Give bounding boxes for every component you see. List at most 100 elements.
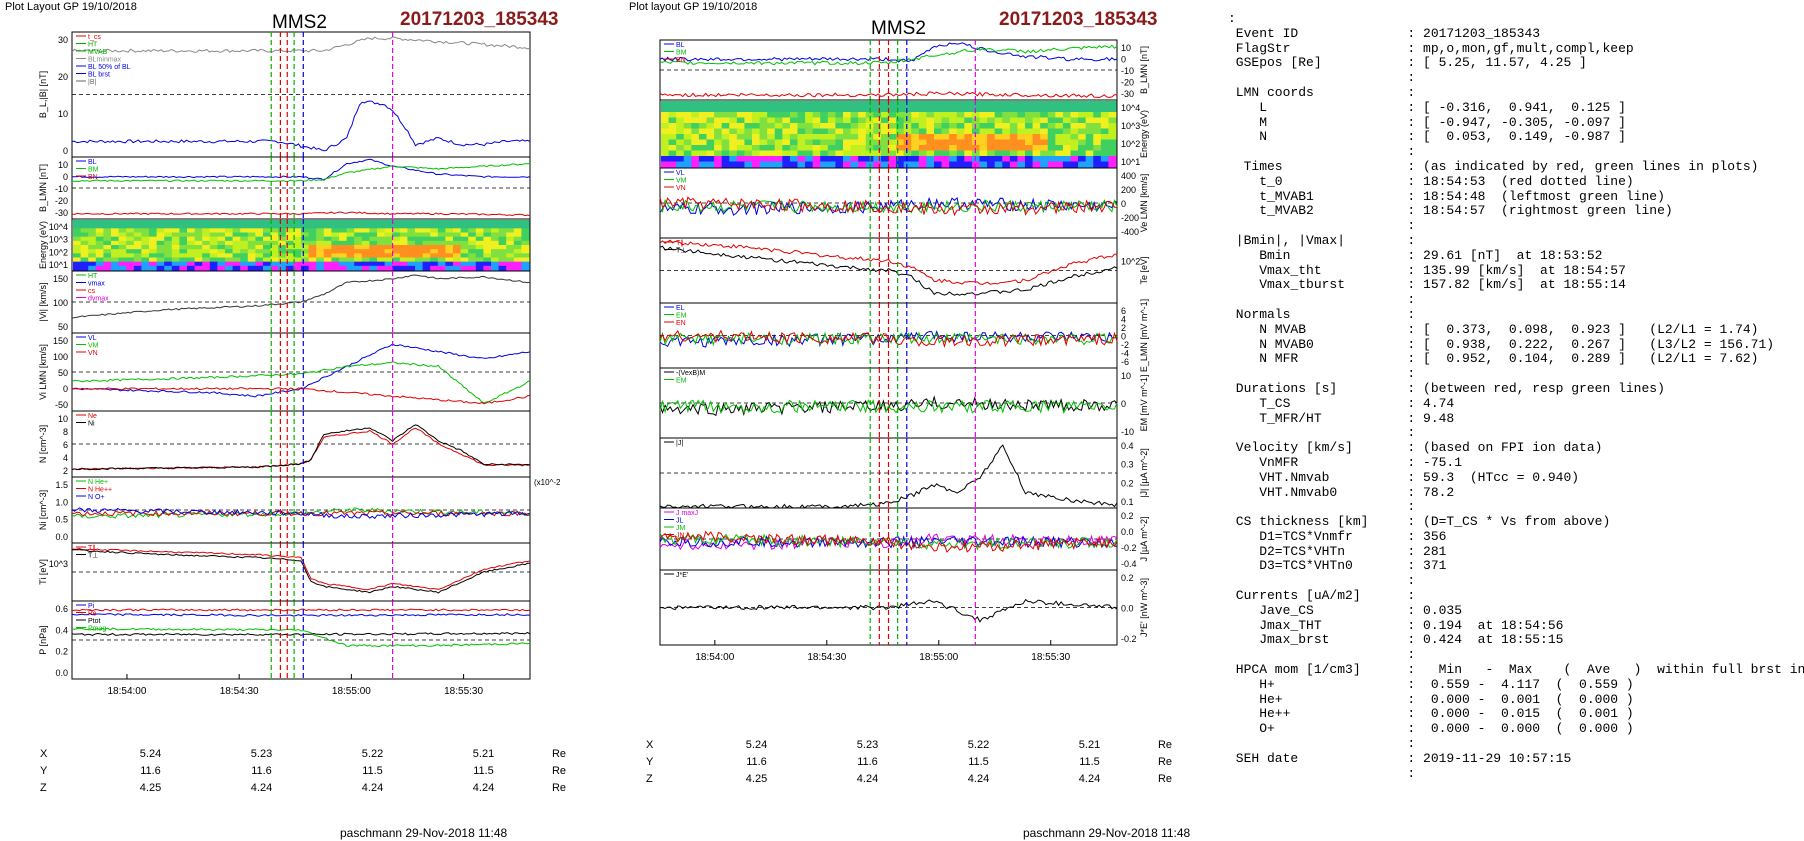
spectrogram-cell [812,123,821,129]
spectrogram-cell [1100,145,1109,151]
y-axis-label: E_LMN [mV m^-1] [1139,299,1149,372]
legend-entry: EN [676,320,686,327]
spectrogram-cell [979,145,988,151]
spectrogram-cell [805,161,814,168]
spectrogram-cell [949,134,958,140]
spectrogram-cell [209,245,218,250]
y-tick-label: 50 [58,322,68,332]
spectrogram-cell [194,257,203,263]
spectrogram-cell [460,232,469,238]
spectrogram-cell [308,236,317,242]
spectrogram-cell [475,228,484,233]
spectrogram-cell [73,224,82,229]
spectrogram-cell [661,161,670,168]
spectrogram-cell [714,117,723,124]
spectrogram-cell [171,253,180,258]
spectrogram-cell [323,257,332,263]
spectrogram-cell [437,261,446,267]
legend-entry: BL brst [88,72,110,79]
spectrogram-cell [445,228,454,233]
spectrogram-cell [987,150,996,157]
spectrogram-cell [164,232,173,238]
y-scale-label: (x10^-2) [534,478,560,487]
spectrogram-cell [209,240,218,246]
spectrogram-cell [729,161,738,168]
y-tick-label: 0.0 [55,532,68,542]
spectrogram-cell [187,261,196,267]
spectrogram-cell [1032,106,1041,113]
y-tick-label: 1.5 [55,480,68,490]
spectrogram-cell [80,232,89,238]
spectrogram-cell [911,101,920,107]
spectrogram-cell [361,257,370,263]
spectrogram-cell [240,261,249,267]
spectrogram-cell [103,240,112,246]
spectrogram-cell [835,134,844,140]
spectrogram-cell [194,261,203,267]
spectrogram-cell [316,249,325,254]
spectrogram-cell [316,220,325,225]
spectrogram-cell [1062,161,1071,168]
spectrogram-cell [1085,150,1094,157]
position-unit: Re [1157,755,1173,768]
spectrogram-cell [820,117,829,124]
spectrogram-cell [399,245,408,250]
legend-entry: N He++ [88,487,112,494]
spectrogram-cell [377,261,386,267]
spectrogram-cell [865,150,874,157]
spectrogram-cell [73,232,82,238]
spectrogram-cell [812,161,821,168]
spectrogram-cell [73,245,82,250]
spectrogram-cell [934,150,943,157]
spectrogram-cell [278,261,287,267]
spectrogram-cell [156,245,165,250]
series-line-Ni [71,424,531,471]
spectrogram-cell [820,134,829,140]
spectrogram-cell [301,220,310,225]
spectrogram-cell [354,245,363,250]
spectrogram-cell [729,145,738,151]
spectrogram-cell [255,228,264,233]
y-tick-label: -0.2 [1121,634,1137,644]
spectrogram-cell [880,161,889,168]
spectrogram-cell [744,156,753,162]
spectrogram-cell [789,106,798,113]
y-tick-label: -30 [55,208,68,218]
spectrogram-cell [774,123,783,129]
spectrogram-cell [994,139,1003,146]
spectrogram-cell [729,101,738,107]
spectrogram-cell [979,156,988,162]
spectrogram-cell [774,139,783,146]
spectrogram-cell [202,253,211,258]
spectrogram-cell [1032,161,1041,168]
spectrogram-cell [399,224,408,229]
series-line-Pi [71,613,531,617]
spectrogram-cell [369,249,378,254]
spectrogram-cell [782,145,791,151]
spectrogram-cell [736,145,745,151]
legend-entry: T⊥ [676,248,686,255]
position-value: 4.25 [745,772,768,785]
spectrogram-cell [164,236,173,242]
spectrogram-cell [835,161,844,168]
spectrogram-cell [797,134,806,140]
spectrogram-cell [691,139,700,146]
spectrogram-cell [880,156,889,162]
spectrogram-cell [1025,156,1034,162]
spectrogram-cell [316,232,325,238]
spectrogram-cell [698,161,707,168]
spectrogram-cell [979,134,988,140]
spectrogram-cell [491,232,500,238]
y-tick-label: 0 [1121,55,1126,65]
spectrogram-cell [437,245,446,250]
y-tick-label: 50 [58,368,68,378]
spectrogram-cell [498,245,507,250]
spectrogram-cell [698,134,707,140]
spectrogram-cell [187,245,196,250]
spectrogram-cell [835,150,844,157]
spectrogram-cell [941,161,950,168]
spectrogram-cell [164,224,173,229]
spectrogram-cell [407,224,416,229]
